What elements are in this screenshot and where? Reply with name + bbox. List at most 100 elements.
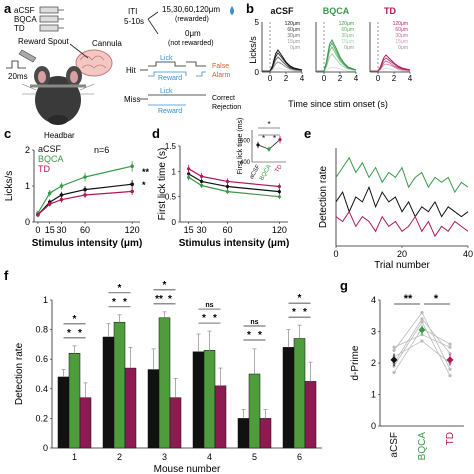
x-tick-label: 0	[35, 225, 40, 235]
syringe-icon	[39, 6, 64, 32]
x-tick-label: 15	[184, 225, 194, 235]
series-line-30μm	[370, 60, 411, 72]
x-tick-label: 3	[162, 452, 167, 462]
data-point	[59, 184, 64, 188]
x-axis-label: Stimulus intensity (μm)	[32, 238, 143, 249]
subplot-title-acsf: aCSF	[270, 6, 294, 16]
sig-mark: *	[112, 297, 116, 308]
chart-e: 0 20 40 Detection rate Trial number	[318, 148, 473, 271]
miss-row: Miss Lick Reward Correct Rejection	[124, 88, 241, 115]
series-line-0μm	[316, 66, 356, 72]
legend-entry: 0μm	[344, 45, 354, 51]
inset-sig-mark: *	[273, 134, 276, 143]
data-point	[225, 179, 230, 184]
bar-td	[304, 381, 317, 449]
legend-entry-bqca: BQCA	[38, 154, 64, 164]
chart-f: 00.20.40.60.811** *2** *3*** *4ns* *5ns* *6**…	[14, 280, 322, 474]
data-point	[200, 174, 204, 178]
stimulator-icon	[18, 49, 37, 63]
syringe-label-acsf: aCSF	[14, 6, 35, 15]
panel-letter-d: d	[152, 126, 160, 141]
panel-letter-b: b	[246, 1, 254, 16]
branch-lines	[147, 11, 159, 35]
sig-mark: *	[298, 293, 302, 304]
paired-point	[392, 345, 396, 349]
bar-bqca	[68, 353, 81, 449]
x-tick-label: 4	[354, 74, 359, 83]
y-tick-label: 0	[43, 443, 48, 453]
bar-acsf	[192, 351, 205, 449]
series-line-bqca	[188, 176, 280, 198]
bar-td	[124, 367, 137, 449]
inset-point	[256, 143, 260, 147]
panel-letter-a: a	[4, 1, 12, 16]
panel-letter-c: c	[4, 126, 11, 141]
bar-td	[259, 418, 272, 449]
legend-entry: 15μm	[395, 39, 408, 45]
y-tick-label: 0.6	[35, 354, 48, 364]
x-tick-label: 6	[297, 452, 302, 462]
x-tick-label: 15	[45, 225, 55, 235]
bar-bqca	[113, 321, 126, 449]
sig-mark: *	[434, 293, 439, 305]
y-axis-label: d-Prime	[350, 345, 361, 380]
cannula-label: Cannula	[92, 39, 122, 48]
bar-td	[169, 397, 182, 449]
y-tick-label: 0	[25, 217, 30, 227]
x-tick-label: 5	[252, 452, 257, 462]
legend-entry: 120μm	[393, 21, 408, 27]
y-axis-label: Licks/s	[4, 171, 15, 202]
legend-entry: 60μm	[341, 27, 354, 33]
series-line-0μm	[262, 67, 302, 72]
x-tick-label: 2	[392, 74, 397, 83]
y-axis-label: First lick time (s)	[157, 148, 168, 221]
inset-sig-mark: *	[262, 134, 265, 143]
mouse-icon	[21, 66, 95, 125]
inset-category-label: TD	[275, 163, 285, 174]
miss-lick-label: Lick	[160, 88, 173, 95]
unrewarded-note: (not rewarded)	[168, 40, 214, 47]
data-point	[36, 213, 40, 217]
x-tick-label: 1	[72, 452, 77, 462]
hit-lick-label: Lick	[160, 55, 173, 62]
series-line-30μm	[262, 56, 303, 72]
data-point	[187, 167, 191, 171]
y-axis-label: Licks/s	[248, 36, 258, 64]
x-tick-label: 60	[223, 225, 233, 235]
sig-mark: *	[67, 328, 71, 339]
x-tick-label: 40	[463, 249, 473, 259]
subplot-title-bqca: BQCA	[323, 6, 350, 16]
y-axis-label: Detection rate	[14, 342, 25, 405]
brain-icon	[75, 49, 113, 77]
sig-mark: *	[163, 280, 167, 291]
data-point	[47, 191, 52, 195]
rewarded-intensity: 15,30,60,120μm	[162, 5, 220, 14]
category-label-bqca: BQCA	[417, 432, 428, 461]
panel-letter-f: f	[4, 268, 9, 283]
y-tick-label: 1	[43, 295, 48, 305]
legend-entry: 60μm	[395, 27, 408, 33]
data-point	[130, 189, 134, 194]
y-tick-label: 0.4	[35, 384, 48, 394]
x-axis-label: Trial number	[374, 260, 430, 271]
data-point	[83, 193, 87, 197]
correct-rejection-label-1: Correct	[212, 95, 235, 102]
inset-y-axis-label: First lick time (ms)	[237, 118, 244, 175]
sig-mark: *	[292, 307, 296, 318]
unrewarded-intensity: 0μm	[185, 29, 201, 38]
y-axis-label: Detection rate	[318, 165, 329, 228]
pulse-label: 20ms	[8, 72, 28, 81]
bar-td	[79, 397, 92, 449]
legend-entry: 30μm	[341, 33, 354, 39]
pulse-icon	[6, 60, 26, 69]
panel-a: a aCSF BQCA TD Reward Spout Cannula 20ms	[4, 1, 241, 140]
y-tick-label: 1	[25, 181, 30, 191]
category-label-td: TD	[445, 432, 456, 445]
series-line-15μm	[370, 63, 411, 72]
mean-point	[390, 356, 398, 364]
paired-point	[448, 345, 452, 349]
paired-point	[392, 370, 396, 375]
y-tick-label: 0.5	[165, 193, 177, 202]
water-drop-icon	[230, 6, 234, 15]
